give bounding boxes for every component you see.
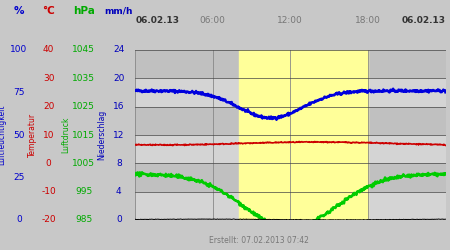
Text: 40: 40: [43, 46, 54, 54]
Text: 1045: 1045: [72, 46, 95, 54]
Text: %: %: [14, 6, 24, 16]
Text: Niederschlag: Niederschlag: [97, 110, 106, 160]
Text: 18:00: 18:00: [355, 16, 381, 25]
Bar: [135, 78, 446, 107]
Text: 995: 995: [75, 187, 92, 196]
Text: 50: 50: [13, 130, 25, 140]
Text: 06.02.13: 06.02.13: [401, 16, 446, 25]
Text: 12: 12: [113, 130, 125, 140]
Text: 12:00: 12:00: [277, 16, 303, 25]
Bar: [135, 192, 446, 220]
Text: Luftfeuchtigkeit: Luftfeuchtigkeit: [0, 105, 6, 165]
Bar: [135, 50, 446, 78]
Text: hPa: hPa: [73, 6, 94, 16]
Text: 8: 8: [116, 159, 122, 168]
Text: 30: 30: [43, 74, 54, 83]
Text: 75: 75: [13, 88, 25, 97]
Text: 16: 16: [113, 102, 125, 111]
Bar: [135, 107, 446, 135]
Text: 1035: 1035: [72, 74, 95, 83]
Text: -10: -10: [41, 187, 56, 196]
Bar: [238, 50, 368, 220]
Text: 0: 0: [116, 216, 122, 224]
Text: 985: 985: [75, 216, 92, 224]
Text: 1025: 1025: [72, 102, 95, 111]
Text: °C: °C: [42, 6, 55, 16]
Bar: [135, 135, 446, 163]
Text: 20: 20: [113, 74, 125, 83]
Text: Temperatur: Temperatur: [28, 113, 37, 157]
Text: -20: -20: [41, 216, 56, 224]
Text: 100: 100: [10, 46, 27, 54]
Text: Luftdruck: Luftdruck: [62, 117, 71, 153]
Text: 06:00: 06:00: [200, 16, 225, 25]
Text: 4: 4: [116, 187, 122, 196]
Bar: [135, 163, 446, 192]
Text: 10: 10: [43, 130, 54, 140]
Text: 1005: 1005: [72, 159, 95, 168]
Text: 0: 0: [46, 159, 51, 168]
Text: Erstellt: 07.02.2013 07:42: Erstellt: 07.02.2013 07:42: [209, 236, 309, 245]
Text: 06.02.13: 06.02.13: [135, 16, 180, 25]
Text: 24: 24: [113, 46, 124, 54]
Text: 20: 20: [43, 102, 54, 111]
Text: 25: 25: [13, 173, 25, 182]
Text: 0: 0: [16, 216, 22, 224]
Text: 1015: 1015: [72, 130, 95, 140]
Text: mm/h: mm/h: [104, 7, 133, 16]
